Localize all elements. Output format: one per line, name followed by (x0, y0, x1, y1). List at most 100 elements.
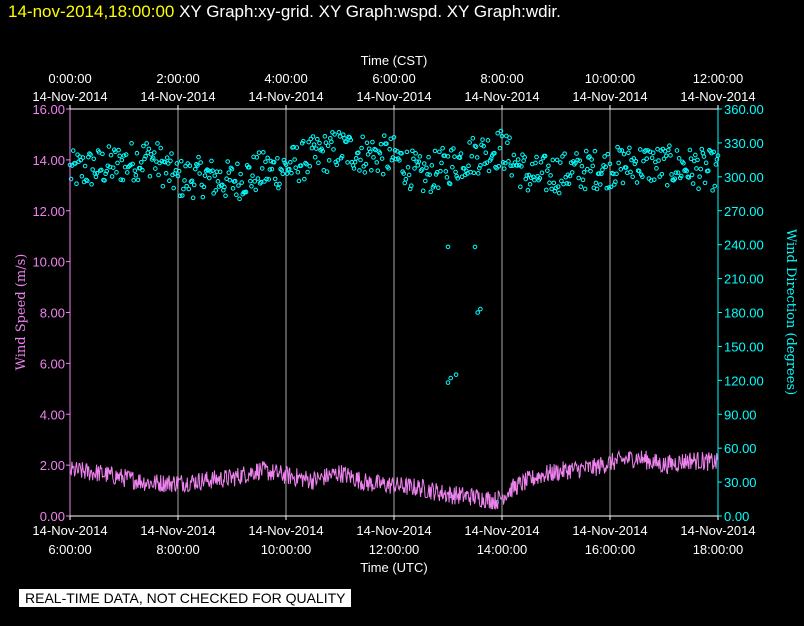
direction-point (604, 185, 610, 191)
direction-point (239, 180, 245, 185)
direction-point (703, 160, 709, 166)
direction-point (359, 145, 364, 151)
direction-point (485, 138, 491, 143)
direction-point (269, 166, 275, 172)
direction-point (278, 166, 283, 172)
direction-point (238, 171, 243, 177)
direction-point (505, 140, 510, 146)
direction-point (252, 179, 257, 184)
direction-point (621, 151, 627, 157)
top-tick-date: 14-Nov-2014 (572, 89, 647, 104)
direction-point (229, 166, 235, 172)
direction-point (243, 189, 249, 195)
direction-point (286, 166, 292, 172)
direction-point (451, 146, 456, 151)
direction-point (545, 168, 550, 173)
top-tick-time: 4:00:00 (264, 71, 307, 86)
direction-point (309, 145, 315, 151)
bottom-tick-date: 14-Nov-2014 (140, 523, 215, 538)
direction-point (416, 159, 422, 164)
direction-point (379, 156, 385, 161)
direction-point (475, 171, 481, 176)
bottom-tick-time: 6:00:00 (48, 542, 91, 557)
direction-point (562, 151, 567, 156)
right-tick-label: 90.00 (724, 407, 757, 422)
top-tick-time: 0:00:00 (48, 71, 91, 86)
direction-point (559, 178, 564, 184)
bottom-tick-date: 14-Nov-2014 (464, 523, 539, 538)
direction-point (315, 136, 320, 142)
direction-point (284, 171, 290, 176)
direction-point (210, 168, 215, 173)
direction-point (389, 157, 395, 163)
direction-point (614, 171, 619, 177)
direction-point (467, 140, 472, 145)
direction-point (362, 170, 368, 175)
direction-point (143, 153, 148, 159)
direction-point (599, 171, 604, 177)
direction-point (114, 170, 119, 175)
direction-point (90, 167, 95, 172)
direction-point (576, 175, 581, 181)
direction-point (160, 183, 166, 189)
direction-point (403, 176, 409, 182)
direction-point (681, 160, 686, 166)
direction-point (391, 135, 397, 140)
direction-point (138, 159, 144, 165)
direction-point (411, 156, 416, 162)
left-tick-label: 16.00 (32, 102, 65, 117)
direction-point (695, 157, 700, 163)
direction-point (197, 171, 202, 176)
direction-point (637, 147, 643, 152)
direction-point (261, 149, 266, 155)
direction-point (698, 166, 704, 172)
direction-point (275, 155, 280, 161)
direction-point (120, 177, 126, 183)
bottom-tick-date: 14-Nov-2014 (572, 523, 647, 538)
direction-point (514, 163, 520, 168)
direction-point (320, 148, 326, 154)
direction-point (577, 158, 583, 163)
direction-point (104, 168, 110, 174)
header-timestamp: 14-nov-2014,18:00:00 (8, 2, 175, 21)
right-tick-label: 30.00 (724, 475, 757, 490)
direction-point (412, 166, 417, 171)
direction-point (191, 182, 197, 188)
direction-point (369, 167, 374, 173)
direction-point (129, 140, 134, 146)
direction-point (551, 180, 557, 186)
direction-point (102, 178, 107, 183)
direction-point (386, 166, 391, 171)
direction-point (673, 170, 679, 175)
direction-point (483, 150, 489, 156)
direction-point (664, 183, 670, 188)
direction-point (447, 181, 453, 187)
direction-point (207, 175, 212, 181)
direction-point (424, 165, 429, 171)
direction-point (605, 151, 611, 157)
direction-point (410, 148, 415, 154)
direction-point (707, 147, 712, 153)
direction-outlier-point (472, 244, 478, 250)
direction-point (121, 153, 127, 158)
direction-point (335, 158, 341, 163)
bottom-tick-date: 14-Nov-2014 (248, 523, 323, 538)
direction-point (711, 149, 716, 155)
bottom-tick-date: 14-Nov-2014 (680, 523, 755, 538)
direction-point (654, 166, 659, 171)
direction-point (254, 155, 260, 160)
direction-point (302, 176, 307, 182)
bottom-tick-date: 14-Nov-2014 (356, 523, 431, 538)
direction-point (643, 148, 648, 153)
direction-point (134, 150, 140, 156)
direction-point (607, 161, 613, 167)
direction-point (549, 186, 554, 192)
direction-point (464, 168, 469, 174)
right-tick-label: 120.00 (724, 373, 764, 388)
direction-point (163, 170, 169, 176)
direction-point (672, 176, 678, 182)
direction-point (208, 169, 213, 174)
direction-point (249, 183, 254, 189)
top-tick-date: 14-Nov-2014 (248, 89, 323, 104)
direction-point (533, 160, 538, 166)
